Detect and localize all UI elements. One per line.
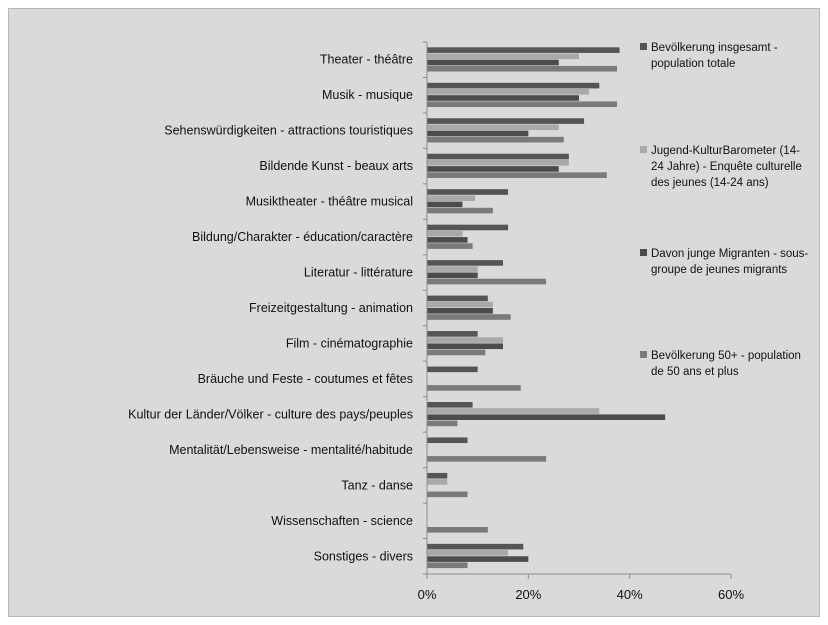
bar-2-11	[427, 408, 600, 414]
bar-4-3	[427, 136, 564, 143]
bar-2-4	[427, 159, 569, 166]
x-tick-label: 40%	[617, 587, 643, 602]
bar-1-3	[427, 118, 585, 124]
bar-3-3	[427, 130, 529, 137]
bar-1-13	[427, 472, 448, 479]
bar-4-2	[427, 101, 617, 107]
bar-1-12	[427, 437, 468, 444]
category-label: Bildung/Charakter - éducation/caractère	[192, 230, 413, 244]
category-label: Bildende Kunst - beaux arts	[259, 159, 413, 173]
bar-4-11	[427, 420, 458, 427]
bar-3-8	[427, 308, 493, 314]
bar-2-7	[427, 266, 478, 272]
bar-2-1	[427, 53, 579, 60]
bar-4-7	[427, 278, 547, 285]
x-tick-label: 20%	[515, 587, 541, 602]
legend-label: Bevölkerung 50+ - population	[651, 350, 801, 362]
bar-4-13	[427, 491, 468, 498]
bar-4-5	[427, 207, 493, 214]
bar-2-8	[427, 301, 493, 308]
bar-3-11	[427, 414, 666, 420]
bar-2-3	[427, 124, 559, 131]
bar-3-6	[427, 237, 468, 243]
category-label: Literatur - littérature	[304, 266, 413, 280]
bar-2-5	[427, 195, 476, 201]
bar-4-12	[427, 456, 547, 462]
bar-3-5	[427, 201, 463, 208]
bar-3-7	[427, 272, 478, 279]
legend-swatch	[640, 43, 647, 50]
legend-label: Jugend-KulturBarometer (14-	[651, 145, 800, 157]
bar-4-4	[427, 172, 607, 178]
bar-2-9	[427, 337, 503, 343]
category-label: Sehenswürdigkeiten - attractions tourist…	[164, 124, 413, 138]
bar-4-6	[427, 243, 473, 249]
legend-swatch	[640, 351, 647, 358]
bar-3-1	[427, 59, 559, 66]
bar-1-2	[427, 82, 600, 89]
bar-1-10	[427, 366, 478, 373]
legend-label: population totale	[651, 58, 735, 70]
category-label: Musik - musique	[322, 88, 413, 102]
legend-label: 24 Jahre) - Enquête culturelle	[651, 161, 802, 173]
bar-4-8	[427, 314, 511, 320]
category-label: Tanz - danse	[341, 478, 413, 492]
bar-4-10	[427, 385, 521, 391]
bar-2-6	[427, 230, 463, 237]
bar-3-4	[427, 166, 559, 172]
legend-label: groupe de jeunes migrants	[651, 264, 787, 276]
bar-2-13	[427, 479, 448, 485]
bar-3-15	[427, 556, 529, 562]
legend-label: Bevölkerung insgesamt -	[651, 42, 778, 54]
category-label: Film - cinématographie	[286, 336, 413, 350]
category-label: Wissenschaften - science	[271, 514, 413, 528]
x-tick-label: 60%	[718, 587, 744, 602]
bar-4-14	[427, 527, 488, 533]
category-labels: Theater - théâtre Musik - musique Sehenswü…	[128, 53, 413, 564]
category-label: Bräuche und Feste - coutumes et fêtes	[198, 372, 413, 386]
bar-1-15	[427, 543, 524, 550]
legend-label: de 50 ans et plus	[651, 366, 739, 378]
legend: Bevölkerung insgesamt - population totale…	[640, 42, 808, 378]
category-label: Musiktheater - théâtre musical	[246, 195, 413, 209]
bar-2-2	[427, 89, 590, 95]
bar-1-6	[427, 224, 509, 231]
legend-label: Davon junge Migranten - sous-	[651, 248, 808, 260]
category-label: Freizeitgestaltung - animation	[249, 301, 413, 315]
category-label: Theater - théâtre	[320, 53, 413, 67]
legend-swatch	[640, 249, 647, 256]
category-label: Sonstiges - divers	[314, 549, 413, 563]
bar-1-8	[427, 295, 488, 302]
x-tick-label: 0%	[418, 587, 437, 602]
bar-1-1	[427, 47, 620, 53]
bar-1-11	[427, 402, 473, 408]
bar-3-2	[427, 95, 579, 101]
chart-frame	[8, 8, 820, 617]
bars-layer	[427, 47, 666, 569]
category-label: Kultur der Länder/Völker - culture des p…	[128, 407, 413, 421]
bar-1-7	[427, 260, 503, 266]
legend-swatch	[640, 146, 647, 153]
bar-3-9	[427, 343, 503, 350]
axis-layer: 0% 20% 40% 60%	[418, 41, 744, 602]
bar-1-9	[427, 331, 478, 337]
bar-4-9	[427, 349, 486, 356]
bar-4-1	[427, 65, 617, 72]
bar-2-15	[427, 550, 509, 556]
bar-4-15	[427, 562, 468, 569]
bar-1-4	[427, 153, 569, 160]
legend-label: des jeunes (14-24 ans)	[651, 177, 769, 189]
bar-1-5	[427, 189, 509, 195]
category-label: Mentalität/Lebensweise - mentalité/habit…	[169, 443, 413, 457]
